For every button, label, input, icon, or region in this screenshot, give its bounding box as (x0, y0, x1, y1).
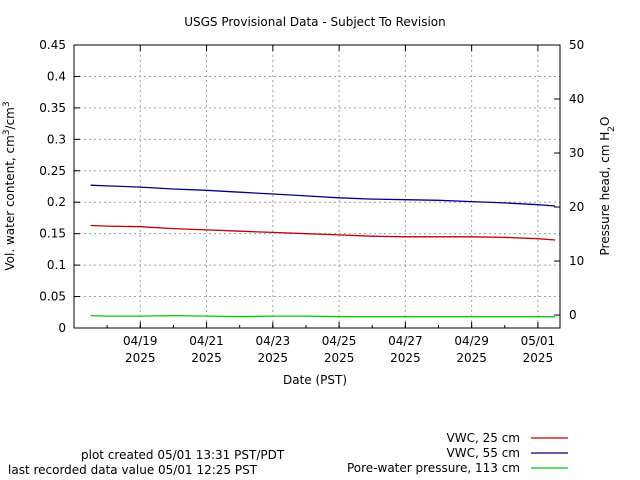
x-tick-label: 04/19 (123, 334, 158, 348)
x-tick-year-label: 2025 (390, 351, 421, 365)
y2-tick-label: 10 (569, 254, 584, 268)
y2-tick-label: 50 (569, 38, 584, 52)
legend-label: Pore-water pressure, 113 cm (347, 461, 520, 475)
y2-tick-label: 20 (569, 200, 584, 214)
last-recorded-note: last recorded data value 05/01 12:25 PST (8, 463, 258, 477)
x-axis-label: Date (PST) (283, 373, 347, 387)
y-tick-label: 0.05 (39, 290, 66, 304)
series-line (90, 314, 556, 318)
x-tick-label: 05/01 (521, 334, 556, 348)
y-tick-label: 0.2 (47, 195, 66, 209)
legend-label: VWC, 25 cm (447, 431, 520, 445)
y2-tick-label: 0 (569, 308, 577, 322)
y-axis-label: Vol. water content, cm3/cm3 (2, 101, 17, 270)
y-axis-label-sup2: 3 (2, 101, 12, 107)
x-tick-year-label: 2025 (324, 351, 355, 365)
plot-created-note: plot created 05/01 13:31 PST/PDT (81, 448, 285, 462)
y-tick-label: 0 (58, 321, 66, 335)
x-tick-label: 04/25 (322, 334, 357, 348)
y2-tick-label: 40 (569, 92, 584, 106)
plot-frame (73, 44, 561, 329)
y-axis-label-text2: /cm (3, 107, 17, 129)
y-tick-label: 0.45 (39, 38, 66, 52)
y2-tick-label: 30 (569, 146, 584, 160)
y2-axis-label: Pressure head, cm H2O (598, 117, 617, 256)
series-layer (90, 184, 556, 318)
x-tick-label: 04/23 (256, 334, 291, 348)
x-tick-year-label: 2025 (258, 351, 289, 365)
y-tick-label: 0.4 (47, 69, 66, 83)
y-tick-label: 0.15 (39, 227, 66, 241)
x-tick-label: 04/21 (189, 334, 224, 348)
x-tick-year-label: 2025 (125, 351, 156, 365)
x-tick-year-label: 2025 (523, 351, 554, 365)
chart-title: USGS Provisional Data - Subject To Revis… (184, 15, 446, 29)
x-tick-year-label: 2025 (456, 351, 487, 365)
y2-axis-label-text: Pressure head, cm H (598, 132, 612, 256)
y-axis-label-sup1: 3 (2, 129, 12, 135)
x-tick-label: 04/27 (388, 334, 423, 348)
grid (74, 45, 560, 328)
tick-labels: 0 0.05 0.1 0.15 0.2 0.25 0.3 0.35 0.4 0.45 0 10 20 30… (39, 38, 584, 365)
y2-axis-label-sub: 2 (607, 126, 617, 132)
ticks (74, 44, 560, 329)
y-tick-label: 0.3 (47, 132, 66, 146)
x-tick-label: 04/29 (454, 334, 489, 348)
y-tick-label: 0.1 (47, 258, 66, 272)
series-line (90, 184, 556, 207)
y-tick-label: 0.25 (39, 164, 66, 178)
y-axis-label-text: Vol. water content, cm (3, 135, 17, 270)
legend-label: VWC, 55 cm (447, 446, 520, 460)
y2-axis-label-text2: O (598, 117, 612, 126)
series-line (90, 224, 556, 241)
x-tick-year-label: 2025 (191, 351, 222, 365)
y-tick-label: 0.35 (39, 101, 66, 115)
